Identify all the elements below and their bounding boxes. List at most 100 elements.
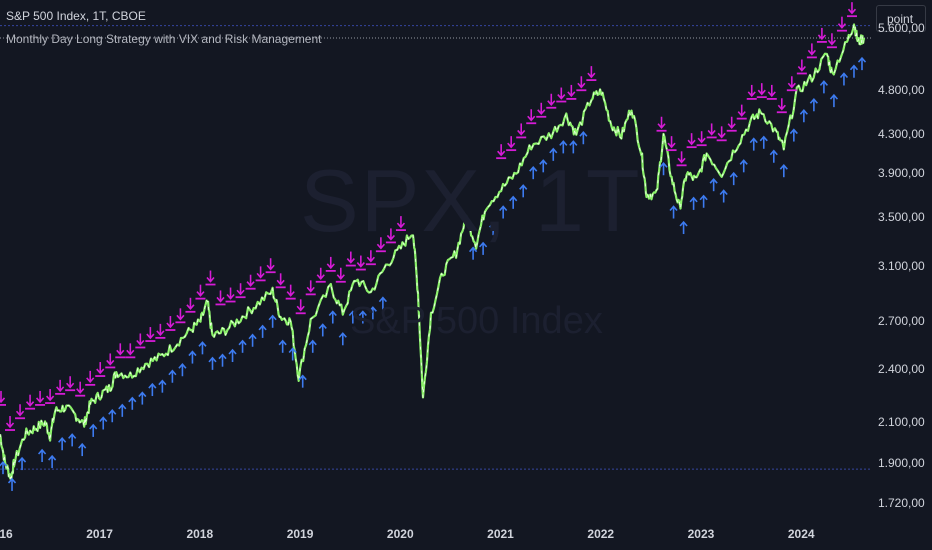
sell-signal-arrow (15, 404, 26, 420)
buy-signal-arrow (138, 391, 147, 405)
sell-signal-arrow (345, 251, 356, 267)
buy-signal-arrow (719, 189, 728, 203)
buy-signal-arrow (729, 171, 738, 186)
buy-signal-arrow (178, 363, 187, 377)
sell-signal-arrow (25, 394, 36, 410)
buy-signal-arrow (348, 310, 357, 324)
sell-signal-arrow (195, 284, 206, 300)
buy-signal-arrow (17, 456, 27, 471)
sell-signal-arrow (55, 379, 66, 395)
sell-signal-arrow (365, 250, 376, 266)
sell-signal-arrow (65, 376, 76, 392)
buy-signal-arrow (468, 246, 478, 260)
sell-signal-arrow (315, 267, 326, 283)
sell-signal-arrow (225, 287, 236, 303)
sell-signal-arrow (35, 390, 46, 406)
unit-selector[interactable]: point (876, 5, 926, 32)
sell-signal-arrow (395, 216, 406, 232)
buy-signal-arrow (188, 350, 197, 364)
y-tick-label: 1.720,00 (878, 495, 925, 510)
buy-signal-arrow (89, 423, 98, 437)
buy-signal-arrow (679, 220, 688, 235)
buy-signal-arrow (328, 310, 337, 324)
sell-signal-arrow (666, 136, 677, 152)
sell-signal-arrow (95, 362, 106, 377)
buy-signal-arrow (569, 140, 578, 154)
sell-signal-arrow (325, 256, 336, 272)
sell-signal-arrow (45, 389, 56, 404)
buy-signal-arrow (208, 356, 217, 370)
buy-signal-arrow (799, 109, 808, 123)
sell-signal-arrow (536, 102, 547, 118)
buy-signal-arrow (819, 80, 829, 94)
buy-signal-arrow (358, 310, 367, 324)
sell-signal-arrow (125, 343, 136, 359)
buy-signal-arrow (559, 140, 568, 154)
buy-signal-arrow (689, 196, 698, 210)
sell-signal-arrow (355, 255, 366, 271)
sell-signal-arrow (706, 123, 717, 139)
sell-signal-arrow (566, 84, 577, 100)
buy-signal-arrow (58, 437, 67, 451)
y-tick-label: 4.300,00 (878, 127, 925, 142)
buy-signal-arrow (228, 348, 237, 363)
buy-signal-arrow (99, 416, 108, 430)
x-tick-label: 2024 (787, 527, 815, 541)
buy-signal-arrow (128, 396, 137, 410)
buy-signal-arrow (168, 369, 177, 383)
buy-signal-arrow (519, 184, 528, 198)
y-tick-label: 2.400,00 (878, 361, 925, 376)
buy-signal-arrow (278, 339, 287, 353)
buy-signal-arrow (809, 98, 818, 112)
sell-signal-arrow (265, 258, 276, 274)
buy-signal-arrow (368, 306, 377, 320)
sell-signal-arrow (105, 353, 116, 369)
sell-signal-arrow (806, 43, 817, 59)
sell-signal-arrow (506, 136, 517, 152)
sell-signal-arrow (746, 84, 757, 100)
sell-signal-arrow (155, 323, 166, 339)
indicator-title[interactable]: Monthly Day Long Strategy with VIX and R… (6, 32, 322, 46)
price-series (0, 23, 866, 481)
y-tick-label: 1.900,00 (878, 455, 925, 470)
buy-signal-arrow (709, 177, 718, 192)
buy-signal-arrow (78, 442, 87, 457)
sell-signal-arrow (245, 274, 256, 290)
buy-signal-arrow (789, 128, 798, 142)
sell-signal-arrow (85, 370, 96, 386)
buy-signal-arrow (7, 477, 17, 491)
buy-signal-arrow (68, 433, 77, 447)
y-tick-label: 4.800,00 (878, 82, 925, 97)
sell-signal-arrow (335, 267, 346, 283)
buy-signal-arrow (779, 163, 788, 178)
x-tick-label: 2019 (286, 527, 314, 541)
sell-signal-arrow (576, 76, 587, 92)
buy-signal-arrow (739, 159, 748, 173)
chart-title: S&P 500 Index, 1T, CBOE (6, 9, 146, 23)
buy-signal-arrow (258, 324, 267, 338)
sell-signal-arrow (175, 308, 186, 324)
sell-signal-arrow (796, 59, 807, 75)
buy-signal-arrow (158, 379, 167, 393)
y-tick-label: 3.100,00 (878, 258, 925, 273)
sell-signal-arrow (185, 297, 196, 313)
sell-signal-arrow (0, 390, 7, 406)
watermark-symbol: SPX, 1T (300, 151, 642, 250)
sell-signal-arrow (776, 98, 787, 114)
y-tick-label: 2.700,00 (878, 314, 925, 329)
buy-signal-arrow (759, 135, 768, 149)
buy-signal-arrow (288, 347, 297, 361)
x-tick-label: 2023 (687, 527, 715, 541)
buy-signal-arrow (238, 339, 247, 353)
sell-signal-arrow (546, 93, 557, 109)
sell-signal-arrow (526, 109, 537, 125)
sell-signal-arrow (5, 416, 16, 431)
buy-signal-arrow (298, 374, 307, 388)
watermark-name: S&P 500 Index (350, 300, 603, 342)
sell-signal-arrow (556, 87, 567, 103)
sell-signal-arrow (586, 66, 597, 82)
sell-signal-arrow (786, 76, 797, 92)
y-tick-label: 5.600,00 (878, 20, 925, 35)
buy-signal-arrow (579, 131, 588, 145)
